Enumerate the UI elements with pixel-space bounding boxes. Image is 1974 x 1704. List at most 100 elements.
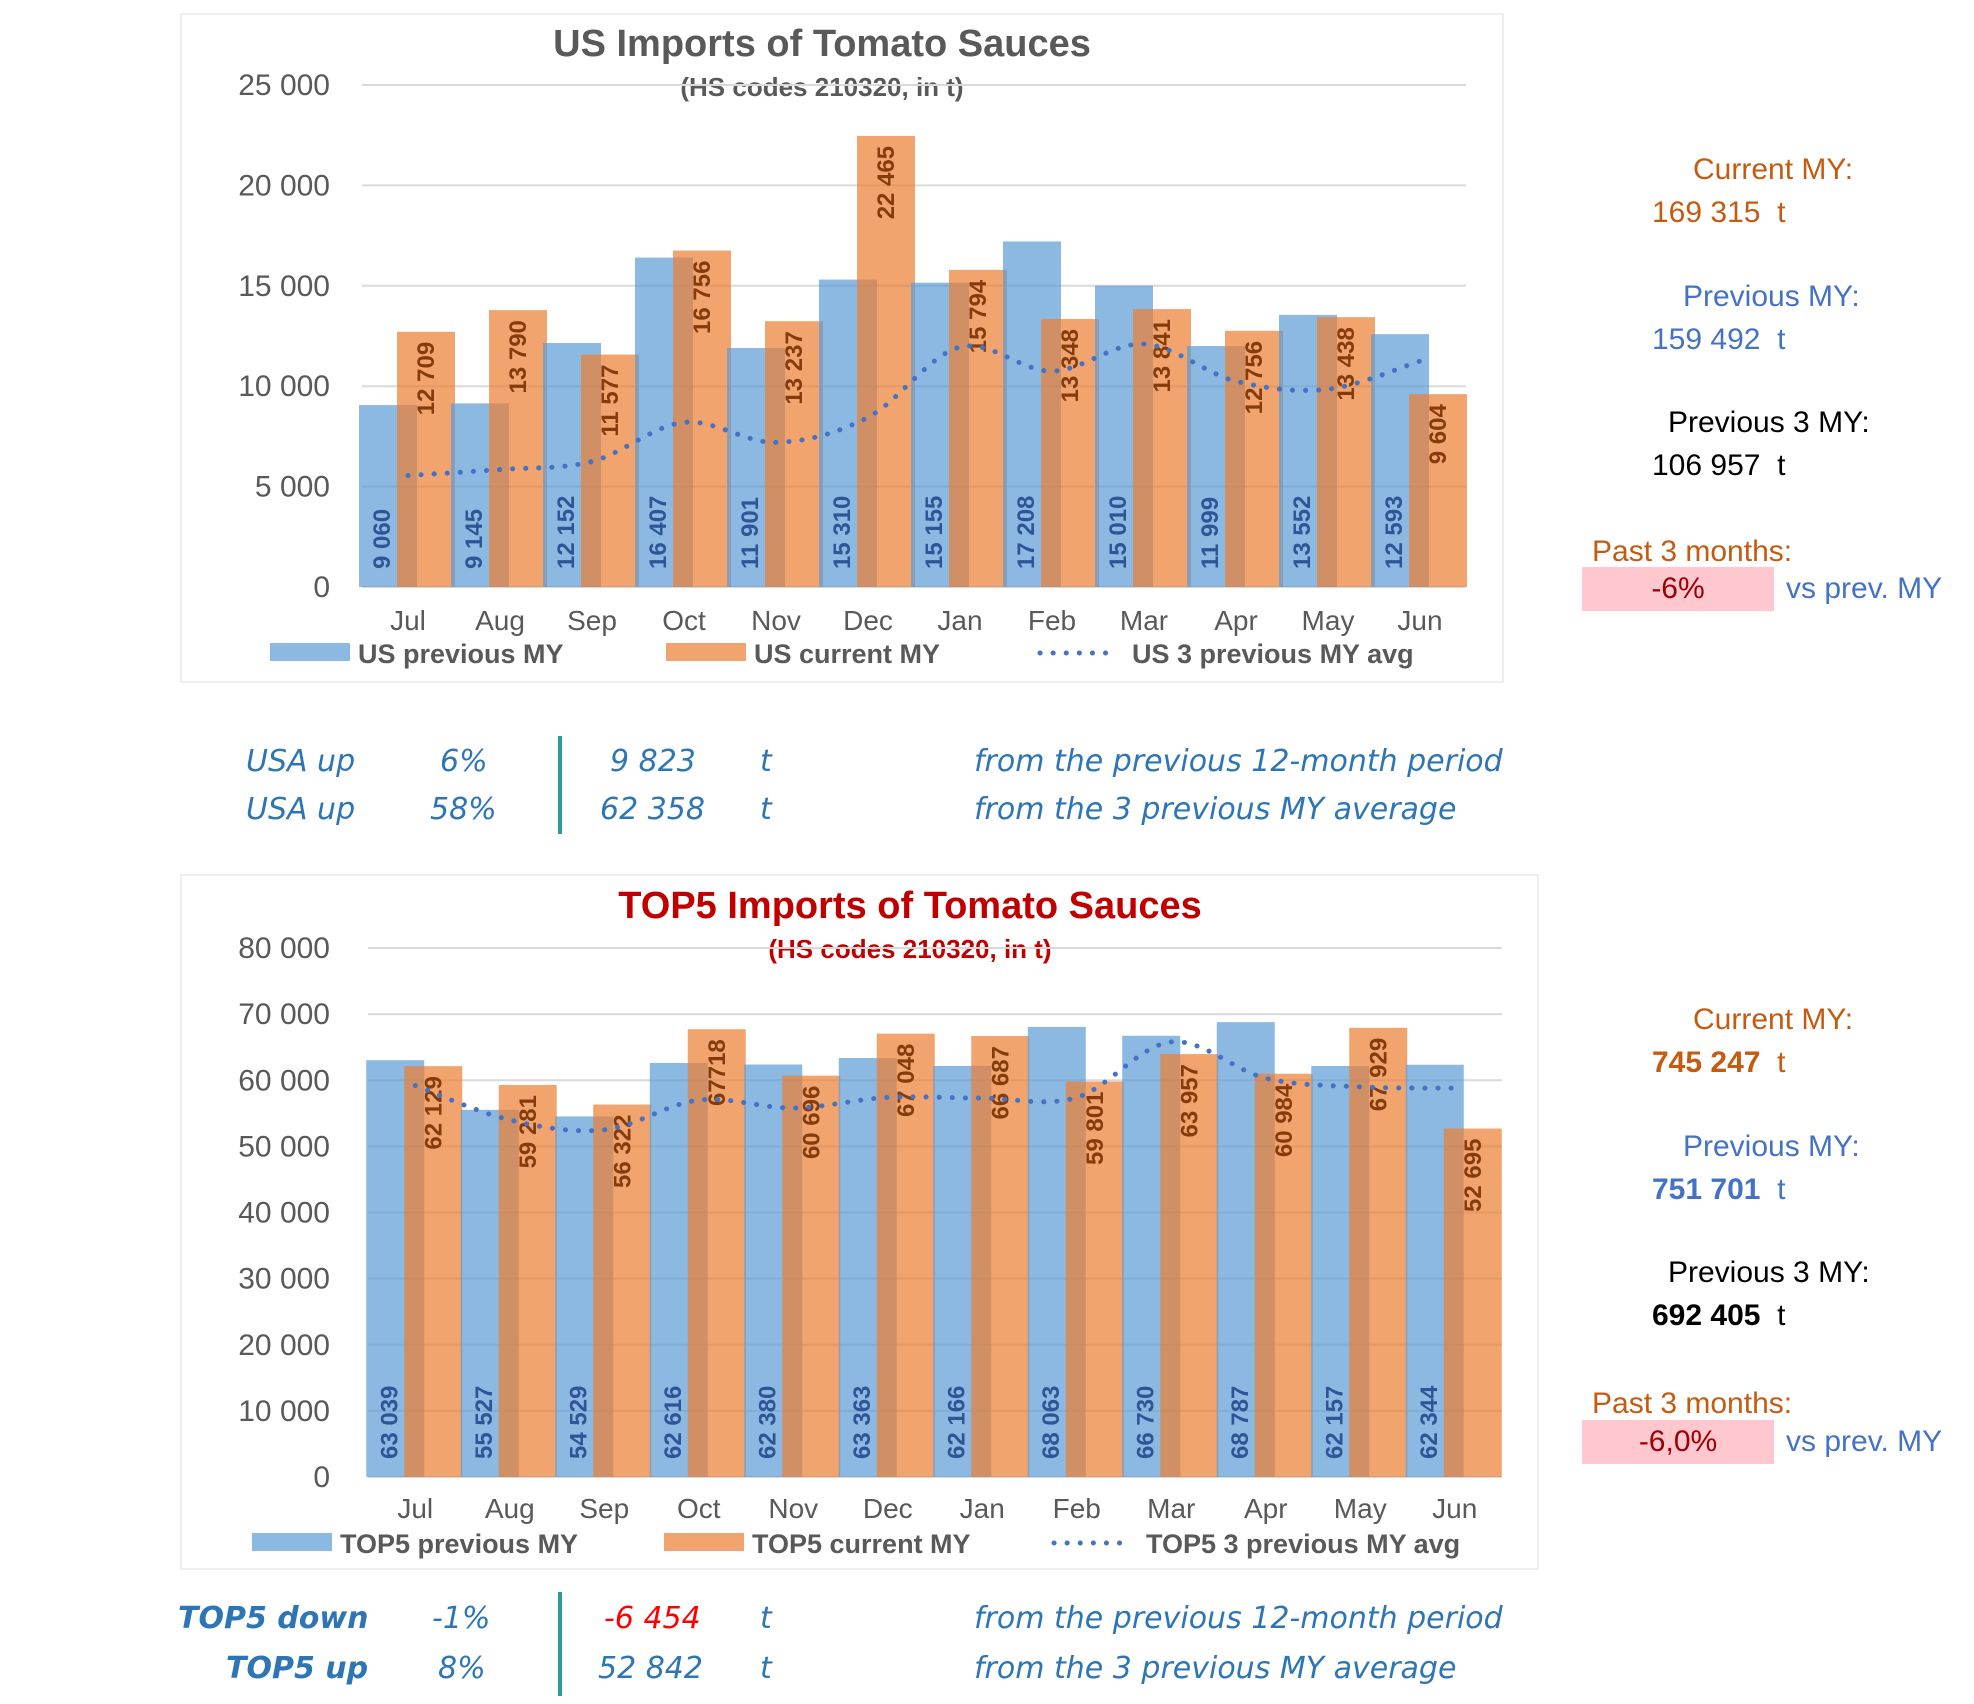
top5-vs-label: vs prev. MY <box>1786 1425 1943 1458</box>
top5-x-tick-label: May <box>1334 1493 1387 1524</box>
us-bar-current <box>581 354 639 587</box>
us-vs-label: vs prev. MY <box>1786 572 1943 605</box>
us-x-tick-label: Jan <box>937 605 982 636</box>
top5-summary-unit-2: t <box>760 1651 772 1686</box>
top5-x-tick-label: Mar <box>1147 1493 1195 1524</box>
us-bar-previous-label: 11 999 <box>1197 497 1224 569</box>
us-bar-current-label: 13 790 <box>505 320 532 393</box>
top5-previous-my-label: Previous MY: <box>1683 1130 1860 1163</box>
us-bar-current <box>1317 317 1375 587</box>
top5-bar-current-label: 60 696 <box>798 1086 825 1159</box>
us-summary-amount-2: 62 358 <box>600 792 705 827</box>
us-bar-previous-label: 15 310 <box>829 496 856 569</box>
top5-bar-previous-label: 66 730 <box>1132 1386 1159 1459</box>
top5-bar-current <box>971 1036 1030 1477</box>
us-bar-previous-label: 12 593 <box>1381 496 1408 569</box>
top5-bar-previous-label: 62 344 <box>1416 1385 1443 1459</box>
top5-x-tick-label: Nov <box>768 1493 818 1524</box>
top5-y-tick-label: 60 000 <box>238 1064 330 1097</box>
us-y-tick-label: 10 000 <box>238 370 330 403</box>
us-summary-pct-2: 58% <box>430 792 497 827</box>
us-x-tick-label: Apr <box>1214 605 1258 636</box>
us-summary-amount-1: 9 823 <box>610 744 696 779</box>
top5-bar-current <box>1160 1054 1219 1477</box>
us-prev3-my-number: 106 957 <box>1652 449 1761 482</box>
us-bar-previous-label: 11 901 <box>737 497 764 569</box>
us-bar-current-label: 16 756 <box>689 261 716 334</box>
top5-y-tick-label: 80 000 <box>238 932 330 965</box>
top5-bar-current-label: 62 129 <box>420 1076 447 1149</box>
us-bar-current <box>1225 330 1283 587</box>
top5-summary-pct-2: 8% <box>438 1651 486 1686</box>
top5-y-tick-label: 50 000 <box>238 1130 330 1163</box>
top5-summary-desc-2: from the 3 previous MY average <box>974 1651 1457 1686</box>
top5-bar-current <box>687 1029 746 1477</box>
us-chart-title: US Imports of Tomato Sauces <box>553 23 1091 65</box>
top5-y-tick-label: 40 000 <box>238 1197 330 1230</box>
top5-chart-title: TOP5 Imports of Tomato Sauces <box>618 885 1202 927</box>
us-y-tick-label: 25 000 <box>238 69 330 102</box>
top5-bar-current <box>1443 1128 1502 1477</box>
us-x-tick-label: Oct <box>662 605 706 636</box>
top5-bar-current-label: 67718 <box>704 1039 731 1106</box>
top5-legend-label-previous: TOP5 previous MY <box>340 1529 578 1559</box>
top5-bar-current-label: 59 801 <box>1082 1092 1109 1165</box>
us-chart-subtitle: (HS codes 210320, in t) <box>680 72 963 102</box>
top5-bar-current <box>1254 1073 1313 1477</box>
us-summary-unit-1: t <box>760 744 772 779</box>
top5-current-my-unit: t <box>1777 1046 1786 1079</box>
us-bar-previous-label: 12 152 <box>553 496 580 569</box>
top5-bar-current <box>1349 1027 1408 1477</box>
us-summary-divider <box>558 736 562 834</box>
top5-prev3-my-label: Previous 3 MY: <box>1668 1256 1870 1289</box>
top5-bar-current <box>498 1085 557 1477</box>
top5-bar-current-label: 52 695 <box>1460 1139 1487 1212</box>
top5-bar-current <box>404 1066 463 1477</box>
top5-bar-previous-label: 63 039 <box>376 1386 403 1459</box>
us-bar-current-label: 12 709 <box>413 342 440 415</box>
us-bar-current <box>765 321 823 587</box>
us-bar-current <box>1409 394 1467 587</box>
us-summary-unit-2: t <box>760 792 772 827</box>
us-y-tick-label: 15 000 <box>238 270 330 303</box>
top5-y-tick-label: 0 <box>313 1461 330 1494</box>
top5-previous-my-value: 751 701 t <box>1652 1173 1785 1207</box>
top5-bar-current-label: 56 322 <box>609 1115 636 1188</box>
us-x-tick-label: Jul <box>390 605 426 636</box>
us-current-my-label: Current MY: <box>1693 153 1854 186</box>
us-previous-my-number: 159 492 <box>1652 323 1761 356</box>
top5-prev3-my-value: 692 405 t <box>1652 1299 1785 1333</box>
us-summary-desc-2: from the 3 previous MY average <box>974 792 1457 827</box>
top5-bar-previous-label: 62 616 <box>660 1386 687 1459</box>
top5-bar-current-label: 66 687 <box>987 1046 1014 1119</box>
top5-x-tick-label: Apr <box>1244 1493 1288 1524</box>
us-current-my-value: 169 315 t <box>1652 196 1785 230</box>
top5-summary-label-1: TOP5 down <box>178 1601 369 1636</box>
top5-bar-previous-label: 62 166 <box>943 1386 970 1459</box>
us-previous-my-unit: t <box>1777 323 1786 356</box>
top5-y-tick-label: 30 000 <box>238 1263 330 1296</box>
us-x-tick-label: Mar <box>1120 605 1168 636</box>
us-bar-previous-label: 15 010 <box>1105 496 1132 569</box>
us-current-my-unit: t <box>1777 196 1786 229</box>
top5-summary-label-2: TOP5 up <box>226 1651 369 1686</box>
top5-summary-amount-2: 52 842 <box>598 1651 703 1686</box>
us-legend-label-previous: US previous MY <box>358 639 564 669</box>
top5-x-tick-label: Feb <box>1053 1493 1101 1524</box>
us-legend-label-current: US current MY <box>754 639 940 669</box>
top5-prev3-my-number: 692 405 <box>1652 1299 1761 1332</box>
us-bar-previous-label: 17 208 <box>1013 496 1040 569</box>
top5-bar-previous-label: 68 787 <box>1227 1386 1254 1459</box>
top5-y-tick-label: 20 000 <box>238 1329 330 1362</box>
us-bar-current <box>1041 318 1099 587</box>
us-past3-value: -6% <box>1582 567 1774 611</box>
top5-summary-divider <box>558 1592 562 1696</box>
us-imports-chart: US Imports of Tomato Sauces (HS codes 210… <box>238 23 1467 669</box>
top5-bar-current-label: 59 281 <box>515 1095 542 1168</box>
top5-summary-unit-1: t <box>760 1601 772 1636</box>
us-bar-previous-label: 9 145 <box>461 509 488 569</box>
top5-legend-label-current: TOP5 current MY <box>752 1529 971 1559</box>
us-y-tick-label: 0 <box>313 571 330 604</box>
top5-bar-previous-label: 68 063 <box>1038 1386 1065 1459</box>
